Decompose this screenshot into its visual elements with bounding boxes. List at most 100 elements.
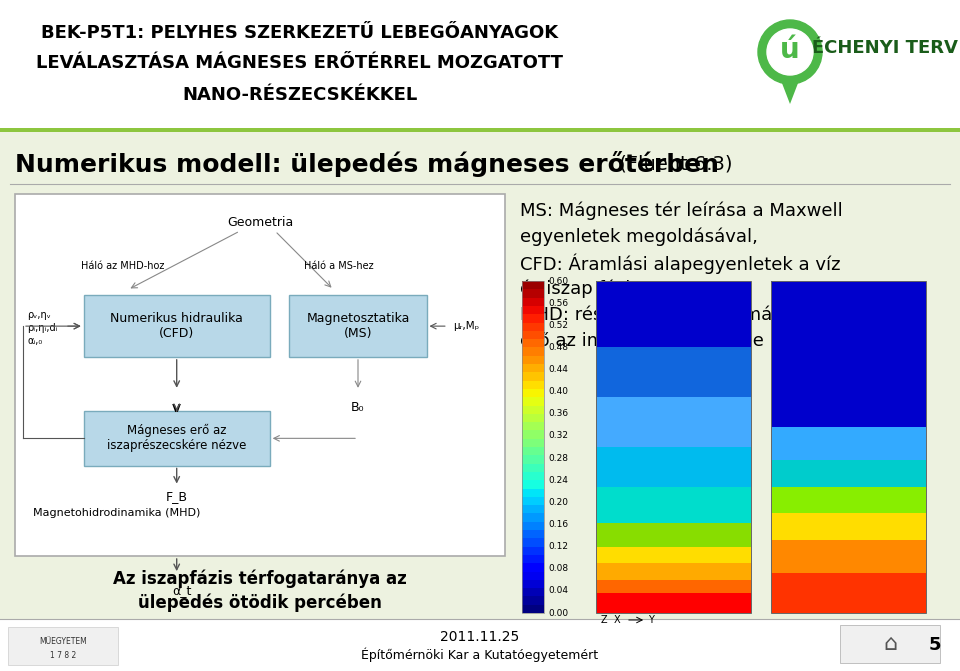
Bar (771, 281, 926, 613)
Bar (522, 497, 544, 505)
Text: X: X (614, 615, 620, 625)
Bar (596, 580, 751, 593)
Bar (596, 281, 751, 348)
Text: egyenletek megoldásával,: egyenletek megoldásával, (520, 228, 757, 246)
Bar (596, 563, 751, 580)
Text: μᵣ,Mₚ: μᵣ,Mₚ (453, 321, 479, 331)
Text: erő az impulzusegyenletbe beírható.: erő az impulzusegyenletbe beírható. (520, 332, 851, 350)
Bar (771, 281, 926, 427)
Bar (522, 447, 544, 456)
Bar (0, 0, 960, 128)
Bar (522, 464, 544, 472)
Bar (0, 619, 960, 671)
Bar (771, 513, 926, 540)
Bar (522, 439, 544, 447)
Circle shape (767, 29, 813, 75)
Bar (771, 427, 926, 460)
Text: α_t: α_t (173, 584, 192, 597)
Text: és iszap fázisra;: és iszap fázisra; (520, 280, 664, 299)
Text: Geometria: Geometria (227, 217, 293, 229)
Bar (522, 505, 544, 513)
Bar (522, 547, 544, 555)
Bar (522, 281, 544, 613)
Bar (84, 295, 270, 357)
Text: 0.52: 0.52 (548, 321, 568, 329)
Text: 0.12: 0.12 (548, 542, 568, 551)
Text: 0.20: 0.20 (548, 498, 568, 507)
Text: 0.32: 0.32 (548, 431, 568, 440)
Text: ⌂: ⌂ (883, 634, 897, 654)
Bar (522, 414, 544, 422)
Text: 0.48: 0.48 (548, 343, 568, 352)
Bar (596, 397, 751, 447)
Bar (84, 411, 270, 466)
Bar (771, 460, 926, 487)
Text: LEVÁLASZTÁSA MÁGNESES ERŐTÉRREL MOZGATOTT: LEVÁLASZTÁSA MÁGNESES ERŐTÉRREL MOZGATOT… (36, 54, 564, 72)
Text: Z: Z (601, 615, 608, 625)
Bar (522, 488, 544, 497)
Bar (15, 194, 505, 556)
Bar (522, 389, 544, 397)
Bar (771, 540, 926, 573)
Bar (522, 380, 544, 389)
Text: NANO-RÉSZECSKÉKKEL: NANO-RÉSZECSKÉKKEL (182, 86, 418, 104)
Bar (522, 289, 544, 298)
Text: MŰEGYETEM: MŰEGYETEM (39, 637, 86, 646)
Text: 0.28: 0.28 (548, 454, 568, 462)
Bar (522, 555, 544, 563)
Bar (522, 356, 544, 364)
Text: F_B: F_B (166, 491, 188, 503)
Bar (522, 405, 544, 414)
Bar (596, 547, 751, 563)
Bar (522, 456, 544, 464)
Bar (596, 281, 751, 613)
Bar (522, 372, 544, 380)
Text: Y: Y (648, 615, 654, 625)
Bar (840, 625, 940, 663)
Text: BEK-P5T1: PELYHES SZERKEZETŰ LEBEGŐANYAGOK: BEK-P5T1: PELYHES SZERKEZETŰ LEBEGŐANYAG… (41, 24, 559, 42)
Bar (522, 397, 544, 405)
Text: CFD: Áramlási alapegyenletek a víz: CFD: Áramlási alapegyenletek a víz (520, 254, 841, 274)
Bar (522, 339, 544, 348)
Bar (522, 563, 544, 572)
Text: Magnetohidrodinamika (MHD): Magnetohidrodinamika (MHD) (33, 507, 201, 517)
Text: 1 7 8 2: 1 7 8 2 (50, 650, 76, 660)
Bar (522, 521, 544, 530)
Text: 0.00: 0.00 (548, 609, 568, 617)
Bar (771, 487, 926, 513)
Bar (522, 314, 544, 323)
Text: Háló a MS-hez: Háló a MS-hez (303, 262, 373, 271)
Text: MHD: részecskékre ható mágneses: MHD: részecskékre ható mágneses (520, 306, 836, 325)
Bar (0, 132, 960, 619)
Text: 0.36: 0.36 (548, 409, 568, 418)
Bar (522, 538, 544, 547)
Text: 0.08: 0.08 (548, 564, 568, 573)
Bar (596, 487, 751, 523)
Bar (522, 298, 544, 306)
Bar (522, 348, 544, 356)
Bar (522, 331, 544, 339)
Text: 0.56: 0.56 (548, 299, 568, 307)
Text: 0.40: 0.40 (548, 387, 568, 396)
Bar (0, 128, 960, 132)
Bar (522, 530, 544, 538)
Text: (Fluent 6.3): (Fluent 6.3) (613, 154, 732, 174)
Text: Az iszapfázis térfogataránya az
ülepedés ötödik percében: Az iszapfázis térfogataránya az ülepedés… (113, 570, 407, 613)
Bar (522, 572, 544, 580)
Text: SZÉCHENYI TERV: SZÉCHENYI TERV (786, 39, 958, 57)
Bar (522, 306, 544, 314)
Bar (522, 472, 544, 480)
Bar (522, 480, 544, 488)
Text: 2011.11.25: 2011.11.25 (441, 630, 519, 644)
Bar (522, 605, 544, 613)
Bar (522, 430, 544, 439)
Bar (522, 323, 544, 331)
Text: Numerikus hidraulika
(CFD): Numerikus hidraulika (CFD) (110, 312, 243, 340)
Bar (289, 295, 426, 357)
Text: Mágneses erő az
iszaprészecskére nézve: Mágneses erő az iszaprészecskére nézve (107, 424, 247, 452)
Text: 0.16: 0.16 (548, 520, 568, 529)
Bar (596, 593, 751, 613)
Bar (522, 597, 544, 605)
Bar (8, 627, 118, 665)
Text: Háló az MHD-hoz: Háló az MHD-hoz (81, 262, 164, 271)
